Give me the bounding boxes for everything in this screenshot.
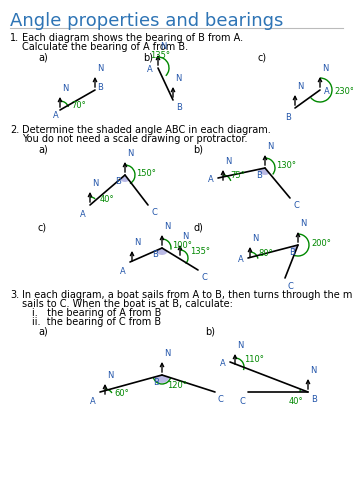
- Text: a): a): [38, 144, 48, 154]
- Text: B: B: [256, 171, 262, 180]
- Text: 230°: 230°: [334, 88, 353, 96]
- Text: 135°: 135°: [150, 52, 170, 60]
- Text: A: A: [53, 110, 59, 120]
- Text: N: N: [225, 157, 231, 166]
- Text: N: N: [127, 149, 133, 158]
- Text: Calculate the bearing of A from B.: Calculate the bearing of A from B.: [22, 42, 188, 52]
- Wedge shape: [258, 168, 269, 175]
- Text: In each diagram, a boat sails from A to B, then turns through the marked angle a: In each diagram, a boat sails from A to …: [22, 290, 353, 300]
- Text: d): d): [193, 222, 203, 232]
- Text: 75°: 75°: [230, 172, 245, 180]
- Text: b): b): [143, 52, 153, 62]
- Text: B: B: [153, 378, 159, 387]
- Text: N: N: [62, 84, 68, 93]
- Text: Each diagram shows the bearing of B from A.: Each diagram shows the bearing of B from…: [22, 33, 243, 43]
- Text: 40°: 40°: [100, 196, 115, 204]
- Text: N: N: [252, 234, 258, 243]
- Text: C: C: [151, 208, 157, 217]
- Text: B: B: [289, 248, 295, 257]
- Text: A: A: [238, 256, 244, 264]
- Text: Determine the shaded angle ABC in each diagram.: Determine the shaded angle ABC in each d…: [22, 125, 271, 135]
- Text: N: N: [107, 371, 113, 380]
- Text: B: B: [311, 395, 317, 404]
- Text: B: B: [115, 177, 121, 186]
- Wedge shape: [301, 390, 308, 392]
- Wedge shape: [154, 375, 170, 383]
- Text: 80°: 80°: [258, 248, 273, 258]
- Text: A: A: [147, 66, 153, 74]
- Text: 60°: 60°: [114, 390, 129, 398]
- Text: B: B: [152, 250, 158, 259]
- Text: N: N: [300, 219, 306, 228]
- Text: C: C: [201, 273, 207, 282]
- Text: i.   the bearing of A from B: i. the bearing of A from B: [32, 308, 161, 318]
- Text: N: N: [164, 349, 170, 358]
- Text: a): a): [38, 327, 48, 337]
- Text: N: N: [310, 366, 316, 375]
- Text: A: A: [324, 87, 330, 96]
- Wedge shape: [156, 248, 168, 255]
- Text: c): c): [258, 52, 267, 62]
- Text: 110°: 110°: [244, 356, 264, 364]
- Text: 3.: 3.: [10, 290, 19, 300]
- Text: A: A: [120, 267, 126, 276]
- Text: N: N: [164, 222, 170, 231]
- Text: C: C: [239, 397, 245, 406]
- Text: 70°: 70°: [71, 100, 86, 110]
- Text: 1.: 1.: [10, 33, 19, 43]
- Text: 40°: 40°: [289, 398, 303, 406]
- Text: B: B: [97, 84, 103, 92]
- Text: c): c): [38, 222, 47, 232]
- Text: 100°: 100°: [172, 242, 192, 250]
- Text: Angle properties and bearings: Angle properties and bearings: [10, 12, 283, 30]
- Wedge shape: [120, 175, 129, 182]
- Text: N: N: [92, 179, 98, 188]
- Text: A: A: [208, 176, 214, 184]
- Text: N: N: [237, 341, 243, 350]
- Text: a): a): [38, 52, 48, 62]
- Text: C: C: [293, 201, 299, 210]
- Text: N: N: [160, 42, 166, 51]
- Text: N: N: [175, 74, 181, 83]
- Text: N: N: [97, 64, 103, 73]
- Text: b): b): [193, 144, 203, 154]
- Text: C: C: [218, 395, 224, 404]
- Text: N: N: [134, 238, 140, 247]
- Text: sails to C. When the boat is at B, calculate:: sails to C. When the boat is at B, calcu…: [22, 299, 233, 309]
- Text: N: N: [267, 142, 273, 151]
- Text: ii.  the bearing of C from B: ii. the bearing of C from B: [32, 317, 161, 327]
- Text: 130°: 130°: [276, 162, 296, 170]
- Text: A: A: [90, 397, 96, 406]
- Text: 120°: 120°: [167, 380, 187, 390]
- Text: 135°: 135°: [190, 248, 210, 256]
- Text: B: B: [176, 103, 182, 112]
- Wedge shape: [291, 245, 298, 252]
- Text: N: N: [182, 232, 189, 241]
- Text: C: C: [288, 282, 294, 291]
- Text: B: B: [285, 113, 291, 122]
- Text: 200°: 200°: [311, 238, 331, 248]
- Text: You do not need a scale drawing or protractor.: You do not need a scale drawing or protr…: [22, 134, 247, 144]
- Text: N: N: [297, 82, 303, 91]
- Text: 2.: 2.: [10, 125, 19, 135]
- Text: A: A: [220, 360, 226, 368]
- Text: A: A: [80, 210, 86, 219]
- Text: 150°: 150°: [136, 168, 156, 177]
- Text: b): b): [205, 327, 215, 337]
- Text: N: N: [322, 64, 328, 73]
